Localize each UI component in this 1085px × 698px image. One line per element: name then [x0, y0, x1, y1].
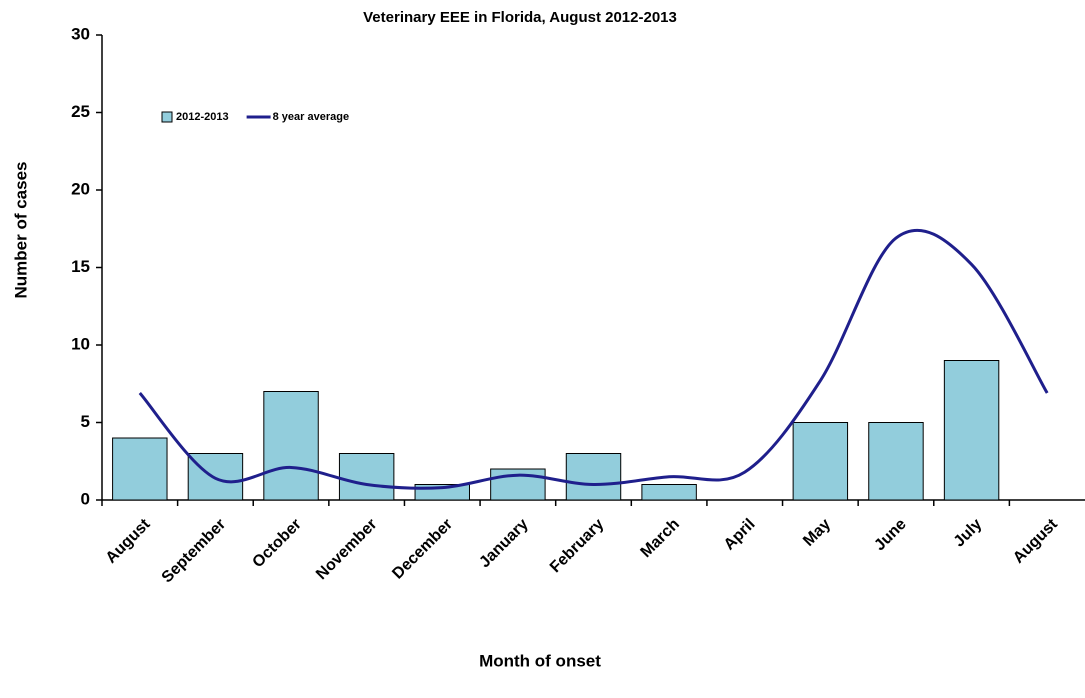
legend-label: 2012-2013: [176, 111, 229, 123]
bar: [792, 422, 849, 501]
y-axis-label: Number of cases: [11, 162, 30, 299]
y-tick-label: 15: [71, 257, 90, 276]
x-tick-label: June: [871, 516, 910, 555]
bar: [641, 484, 697, 501]
x-tick-label: October: [249, 516, 304, 571]
x-tick-label: April: [721, 516, 759, 554]
x-tick-label: March: [638, 516, 683, 561]
y-tick-label: 30: [71, 24, 90, 43]
x-tick-label: August: [1010, 515, 1061, 566]
y-tick-label: 20: [71, 179, 90, 198]
chart-title: Veterinary EEE in Florida, August 2012-2…: [363, 9, 677, 26]
bar: [868, 422, 924, 501]
y-tick-label: 0: [81, 489, 90, 508]
x-tick-label: May: [800, 516, 834, 550]
y-tick-label: 25: [71, 102, 90, 121]
x-tick-label: September: [159, 516, 230, 587]
x-tick-label: January: [476, 516, 531, 571]
y-tick-label: 10: [71, 334, 90, 353]
bar: [943, 360, 1000, 501]
bar: [565, 453, 622, 501]
x-tick-label: February: [547, 516, 608, 577]
bar: [338, 453, 395, 501]
x-tick-label: August: [103, 515, 154, 566]
bar: [490, 468, 546, 501]
bar: [263, 391, 319, 501]
x-tick-label: November: [313, 516, 380, 583]
x-axis-label: Month of onset: [479, 651, 601, 670]
legend-swatch: [161, 111, 173, 123]
legend-label: 8 year average: [273, 111, 349, 123]
bar: [112, 437, 168, 501]
line: [138, 228, 1049, 490]
x-tick-label: July: [951, 516, 986, 551]
x-tick-label: December: [389, 516, 456, 583]
y-tick-label: 5: [81, 412, 90, 431]
